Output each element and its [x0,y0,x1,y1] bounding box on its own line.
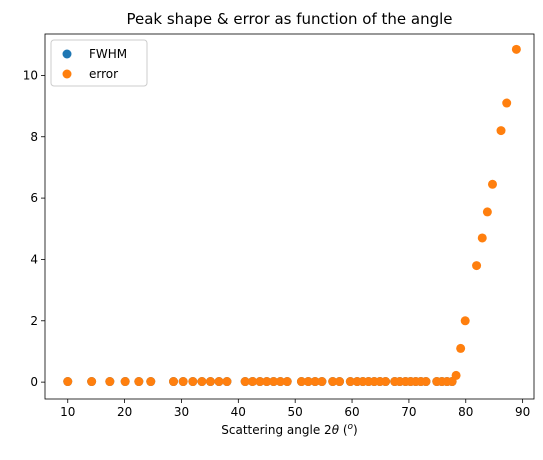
data-point-error [146,377,156,387]
legend: FWHM error [50,39,148,87]
data-point-error [310,377,320,387]
x-tick-label: 50 [288,405,303,419]
data-point-error [188,377,198,387]
chart-title: Peak shape & error as function of the an… [126,10,452,28]
data-point-error [120,377,130,387]
data-point-error [328,377,338,387]
x-axis-label-unit-close: ) [353,423,358,437]
data-point-error [262,377,272,387]
data-point-error [240,377,250,387]
y-axis: 0 2 4 6 8 10 [23,68,45,389]
data-point-error [345,377,355,387]
legend-label-fwhm: FWHM [89,47,127,61]
legend-marker-error [62,69,72,79]
x-tick-label: 70 [401,405,416,419]
data-point-error [381,377,391,387]
data-point-error [487,179,497,189]
x-tick-label: 60 [344,405,359,419]
x-axis-label-prefix: Scattering angle 2 [221,423,331,437]
data-point-error [456,343,466,353]
x-axis: 10 20 30 40 50 60 70 80 90 [60,399,530,419]
y-tick-label: 4 [30,252,38,266]
data-point-error [303,377,313,387]
plot-frame [44,33,535,400]
data-point-error [317,377,327,387]
data-point-error [205,377,215,387]
data-point-error [282,377,292,387]
data-point-error [87,377,97,387]
data-point-error [421,377,431,387]
data-point-error [248,377,258,387]
data-point-error [269,377,279,387]
x-tick-label: 30 [174,405,189,419]
x-tick-label: 40 [231,405,246,419]
data-point-error [477,233,487,243]
x-tick-label: 20 [117,405,132,419]
data-point-error [472,261,482,271]
y-tick-label: 0 [30,375,38,389]
x-tick-label: 10 [60,405,75,419]
y-tick-label: 8 [30,130,38,144]
data-point-error [496,126,506,136]
data-point-error [63,377,73,387]
legend-marker-fwhm [62,49,72,59]
data-point-error [451,370,461,380]
data-points [63,44,521,387]
data-point-error [134,377,144,387]
data-point-error [482,207,492,217]
data-point-error [214,377,224,387]
data-point-error [178,377,188,387]
x-axis-label-unit-open: ( [339,423,348,437]
data-point-error [511,44,521,54]
legend-label-error: error [89,67,118,81]
x-axis-label-unit-sup: o [348,422,354,432]
x-tick-label: 80 [458,405,473,419]
x-axis-label-theta: θ [332,423,340,437]
y-tick-label: 10 [23,68,38,82]
data-point-error [502,98,512,108]
data-point-error [296,377,306,387]
data-point-error [169,377,179,387]
data-point-error [222,377,232,387]
x-axis-label: Scattering angle 2θ (o) [221,422,357,437]
data-point-error [255,377,265,387]
data-point-error [275,377,285,387]
y-tick-label: 2 [30,314,38,328]
legend-box [50,39,148,87]
x-tick-label: 90 [515,405,530,419]
y-tick-label: 6 [30,191,38,205]
data-point-error [460,316,470,326]
data-point-error [197,377,207,387]
data-point-error [105,377,115,387]
data-point-error [335,377,345,387]
